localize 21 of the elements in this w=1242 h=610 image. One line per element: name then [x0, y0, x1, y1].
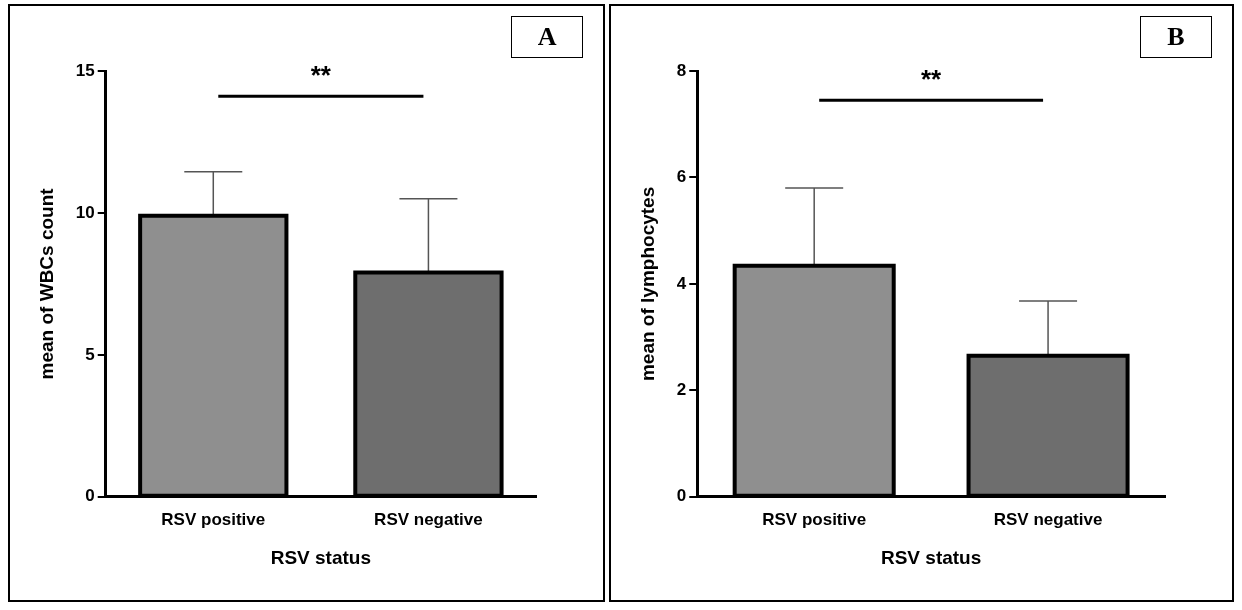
y-axis-title: mean of lymphocytes [636, 186, 658, 382]
y-tick-label: 2 [676, 380, 687, 400]
x-tick-label: RSV positive [762, 509, 867, 529]
chart-title: B [1140, 16, 1212, 58]
y-tick-label: 4 [676, 273, 687, 293]
annotation: ** [921, 64, 943, 95]
annotation: ** [310, 60, 332, 91]
y-tick-label: 0 [85, 486, 95, 506]
y-tick-label: 5 [85, 344, 95, 364]
x-tick-label: RSV negative [993, 509, 1103, 529]
x-axis-title: RSV status [880, 546, 982, 568]
y-tick-label: 15 [75, 60, 95, 80]
x-axis-title: RSV status [270, 546, 372, 568]
x-tick-label: RSV negative [374, 509, 483, 529]
y-tick-label: 10 [75, 202, 95, 222]
y-tick-label: 0 [676, 486, 687, 506]
y-axis-title: mean of WBCs count [35, 187, 57, 380]
x-tick-label: RSV positive [161, 509, 266, 529]
y-tick-label: 6 [676, 167, 687, 187]
chart-title: A [511, 16, 584, 58]
y-tick-label: 8 [676, 60, 687, 80]
